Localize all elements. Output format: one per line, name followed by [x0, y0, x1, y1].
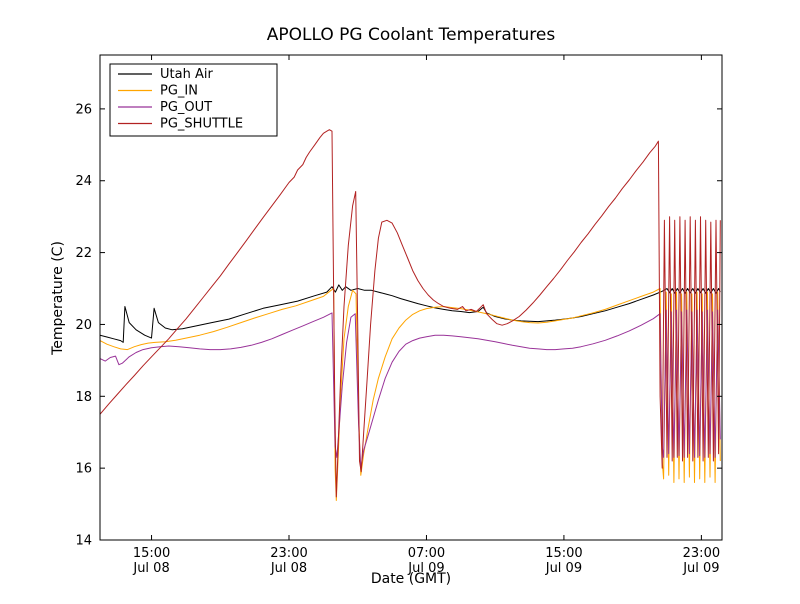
y-axis-label: Temperature (C) — [50, 241, 66, 356]
x-tick-time-label: 23:00 — [683, 546, 720, 561]
legend-entry-label: PG_SHUTTLE — [160, 117, 243, 132]
axes-frame — [99, 54, 723, 541]
y-tick-label: 16 — [75, 462, 92, 477]
x-tick-time-label: 23:00 — [270, 546, 307, 561]
x-tick-date-label: Jul 08 — [132, 561, 169, 576]
y-tick-label: 22 — [75, 246, 92, 261]
y-tick-label: 18 — [75, 390, 92, 405]
y-axis: 14 16 18 20 22 24 26 — [75, 102, 722, 549]
series-pg-out — [100, 309, 721, 469]
series-pg-shuttle — [100, 129, 721, 498]
x-tick-time-label: 15:00 — [133, 546, 170, 561]
x-tick-time-label: 07:00 — [408, 546, 445, 561]
x-tick-date-label: Jul 09 — [682, 561, 719, 576]
x-tick-date-label: Jul 09 — [545, 561, 582, 576]
series-lines — [100, 129, 721, 501]
x-tick-date-label: Jul 09 — [407, 561, 444, 576]
legend-entry-label: Utah Air — [160, 67, 213, 82]
y-tick-label: 26 — [75, 102, 92, 117]
chart-title: APOLLO PG Coolant Temperatures — [267, 25, 556, 45]
y-tick-label: 24 — [75, 174, 92, 189]
y-tick-label: 20 — [75, 318, 92, 333]
legend-entry-label: PG_IN — [160, 84, 198, 99]
series-utah-air — [100, 284, 721, 343]
x-tick-time-label: 15:00 — [545, 546, 582, 561]
y-tick-label: 14 — [75, 534, 92, 549]
x-tick-date-label: Jul 08 — [270, 561, 307, 576]
legend-entry-label: PG_OUT — [160, 100, 212, 115]
x-axis-label: Date (GMT) — [371, 571, 451, 587]
